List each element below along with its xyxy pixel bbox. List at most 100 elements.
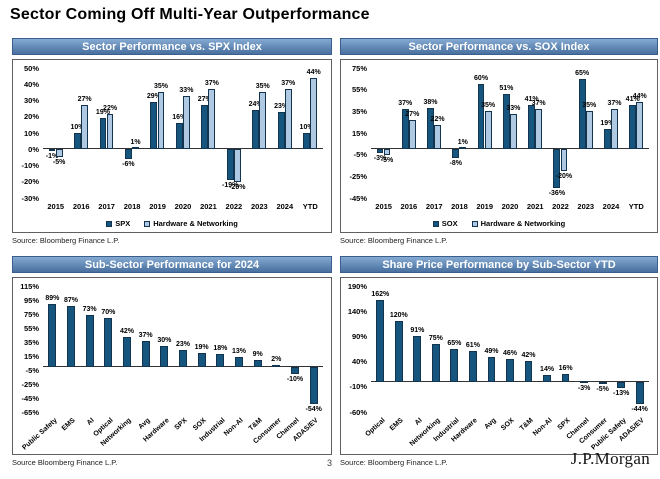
value-label: 75% bbox=[428, 334, 443, 342]
y-tick-label: -25% bbox=[21, 379, 39, 389]
chart-title-spx: Sector Performance vs. SPX Index bbox=[12, 38, 332, 55]
value-label: 65% bbox=[575, 69, 590, 77]
bar-group: 38% 22% bbox=[422, 68, 447, 198]
page-number: 3 bbox=[327, 458, 333, 468]
bar-group: 27% 37% bbox=[196, 68, 221, 198]
chart-spx-vs-sector: -1% -5% 10% 27% 19% 22% -6% 1% 29% 35% 16% 33% 27% 37… bbox=[12, 59, 332, 233]
bar bbox=[528, 104, 535, 150]
value-label: 33% bbox=[179, 86, 194, 94]
category-axis: Public Safety EMS AI Optical Networking Avg Ha… bbox=[21, 414, 323, 454]
source-note: Source: Bloomberg Finance L.P. bbox=[340, 458, 448, 467]
panel-sox-performance: Sector Performance vs. SOX Index -3% -5% 3… bbox=[340, 38, 658, 245]
legend-swatch bbox=[144, 220, 151, 227]
bar-group: 49% bbox=[482, 286, 501, 412]
value-label: 19% bbox=[194, 344, 209, 352]
category-label: Non-AI bbox=[531, 417, 554, 438]
bar bbox=[376, 149, 384, 153]
bar-group: -10% bbox=[286, 286, 305, 412]
bar bbox=[535, 109, 543, 150]
bar bbox=[291, 366, 299, 374]
value-label: 87% bbox=[63, 296, 78, 304]
bar bbox=[484, 111, 492, 150]
bar bbox=[477, 84, 485, 150]
value-label: 44% bbox=[306, 68, 321, 76]
value-label: 2% bbox=[271, 356, 282, 364]
bar-group: 19% 37% bbox=[598, 68, 623, 198]
bar bbox=[132, 147, 139, 150]
bar bbox=[85, 315, 94, 367]
value-label: 16% bbox=[172, 114, 187, 122]
bar bbox=[55, 149, 63, 158]
y-tick-label: -45% bbox=[349, 193, 367, 203]
bar bbox=[48, 148, 56, 151]
y-tick-label: 90% bbox=[351, 331, 367, 341]
category-label: 2024 bbox=[276, 202, 294, 211]
bar bbox=[106, 113, 114, 150]
value-label: 16% bbox=[558, 364, 573, 372]
value-label: 65% bbox=[447, 340, 462, 347]
bar bbox=[67, 305, 75, 367]
panel-spx-performance: Sector Performance vs. SPX Index -1% -5% 1… bbox=[12, 38, 332, 245]
bar-group: 14% bbox=[538, 286, 557, 412]
category-label: 2016 bbox=[400, 202, 418, 211]
value-label: 1% bbox=[130, 138, 141, 146]
bar bbox=[235, 357, 243, 367]
category-label: AI bbox=[85, 417, 96, 427]
value-label: 49% bbox=[484, 348, 499, 356]
value-label: 19% bbox=[600, 119, 615, 127]
bar bbox=[216, 353, 225, 367]
jpmorgan-logo: J.P.Morgan bbox=[570, 449, 650, 468]
bar bbox=[284, 89, 292, 150]
category-label: 2022 bbox=[225, 202, 243, 211]
value-label: -54% bbox=[305, 406, 322, 414]
bar bbox=[124, 149, 132, 159]
bar bbox=[617, 381, 626, 389]
bar-group: 29% 35% bbox=[145, 68, 170, 198]
value-label: 60% bbox=[474, 75, 489, 83]
bar-group: 42% bbox=[519, 286, 538, 412]
bar bbox=[611, 109, 618, 150]
y-tick-label: 95% bbox=[23, 295, 39, 305]
y-tick-label: 40% bbox=[351, 357, 367, 367]
bar-group: 60% 35% bbox=[472, 68, 497, 198]
category-label: SPX bbox=[174, 417, 190, 432]
value-label: 42% bbox=[521, 351, 536, 359]
bar bbox=[182, 95, 190, 150]
bar bbox=[553, 149, 561, 189]
bar-group: 70% bbox=[99, 286, 118, 412]
chart-sox-vs-sector: -3% -5% 37% 27% 38% 22% -8% 1% 60% 35% 51% 33% 41% 37… bbox=[340, 59, 658, 233]
category-label: SOX bbox=[500, 417, 517, 433]
value-label: -1% bbox=[45, 152, 59, 160]
value-label: 33% bbox=[506, 104, 521, 112]
category-label: 2023 bbox=[577, 202, 595, 211]
chart-subsector-2024: 89% 87% 73% 70% 42% 37% 30% 23% 19% 18% 13% 9% 2% -10… bbox=[12, 277, 332, 455]
bar bbox=[81, 105, 89, 150]
category-label: 2020 bbox=[501, 202, 519, 211]
bar bbox=[383, 149, 391, 155]
value-label: -8% bbox=[449, 159, 463, 167]
bar bbox=[99, 118, 107, 150]
bar bbox=[408, 120, 416, 150]
value-label: -44% bbox=[631, 405, 648, 413]
bar bbox=[309, 366, 318, 405]
value-label: 19% bbox=[95, 109, 110, 117]
legend-label: SPX bbox=[115, 219, 131, 228]
bar-group: 9% bbox=[248, 286, 267, 412]
value-label: -5% bbox=[52, 159, 66, 167]
value-label: 162% bbox=[371, 291, 390, 299]
value-label: 10% bbox=[299, 124, 314, 131]
category-label: 2020 bbox=[174, 202, 192, 211]
value-label: -19% bbox=[222, 182, 239, 190]
category-label: Non-AI bbox=[223, 417, 246, 438]
bar bbox=[277, 111, 285, 150]
category-label: 2023 bbox=[251, 202, 268, 211]
bar bbox=[201, 105, 209, 150]
category-label: 2017 bbox=[98, 202, 115, 211]
bar bbox=[598, 381, 607, 385]
bar-group: -3% -5% bbox=[371, 68, 396, 198]
bar bbox=[104, 317, 113, 367]
value-label: 27% bbox=[77, 96, 92, 104]
y-tick-label: -10% bbox=[21, 161, 39, 170]
bar bbox=[233, 149, 241, 182]
bar-group: 41% 37% bbox=[523, 68, 548, 198]
